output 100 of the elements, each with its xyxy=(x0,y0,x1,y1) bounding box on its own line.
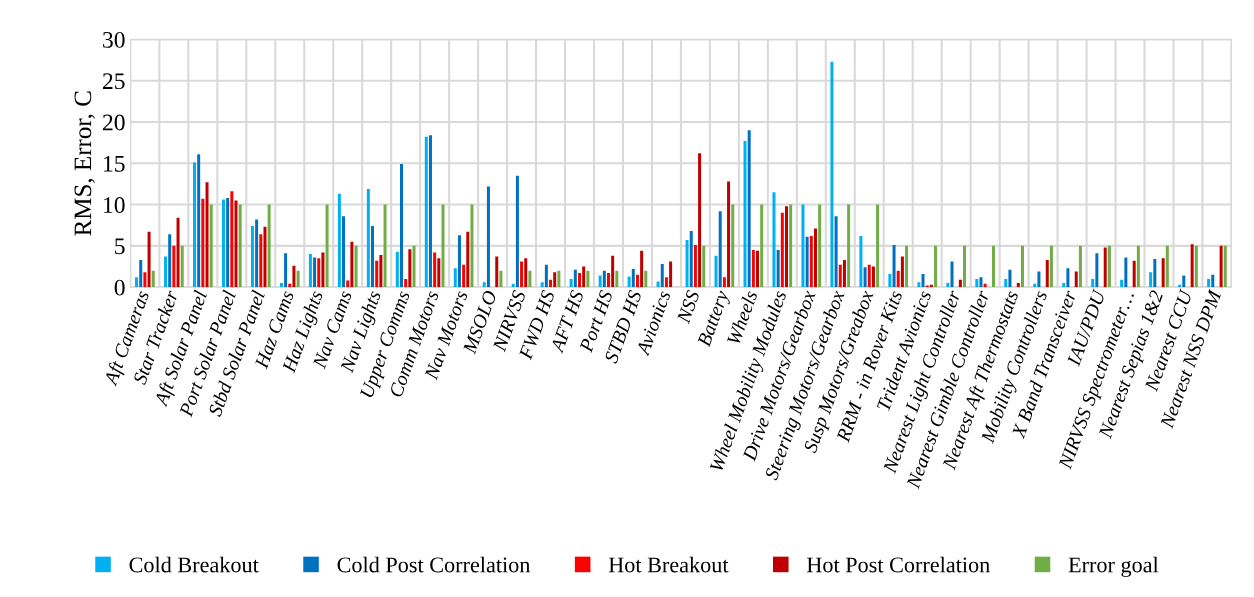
bar xyxy=(139,259,143,288)
bar xyxy=(842,259,846,288)
bar xyxy=(193,162,197,288)
bar xyxy=(424,136,428,288)
bar xyxy=(470,204,474,288)
y-tick-label: 30 xyxy=(103,31,125,48)
bar xyxy=(209,204,213,288)
bar xyxy=(747,130,751,288)
bar xyxy=(813,228,817,288)
bar xyxy=(379,254,383,288)
bar xyxy=(582,266,586,288)
bar xyxy=(515,175,519,288)
bar xyxy=(164,256,168,288)
bar xyxy=(1107,245,1111,288)
bar xyxy=(818,204,822,288)
bar xyxy=(375,260,379,288)
bar xyxy=(631,268,635,288)
bar xyxy=(847,204,851,288)
y-tick-label: 5 xyxy=(115,238,125,255)
bar xyxy=(627,276,631,288)
bar xyxy=(1066,268,1070,288)
bar xyxy=(640,250,644,288)
bar xyxy=(789,204,793,288)
x-tick-label: NSS xyxy=(676,289,700,325)
bar xyxy=(284,253,288,288)
bar xyxy=(453,268,457,288)
bar xyxy=(499,270,503,288)
bar xyxy=(921,273,925,288)
bar xyxy=(876,204,880,288)
bar xyxy=(1103,247,1107,288)
bar xyxy=(1045,259,1049,288)
bar xyxy=(325,204,329,288)
bar xyxy=(135,277,139,288)
bar xyxy=(234,200,238,288)
bar xyxy=(660,264,664,288)
bar xyxy=(238,204,242,288)
bar xyxy=(342,216,346,288)
bar xyxy=(772,192,776,288)
bar xyxy=(317,258,321,288)
bar xyxy=(979,277,983,288)
bar xyxy=(917,282,921,288)
y-tick-label: 20 xyxy=(102,114,125,131)
bar xyxy=(250,226,254,288)
bar xyxy=(867,264,871,288)
bar xyxy=(205,182,209,288)
bar xyxy=(586,270,590,288)
bar xyxy=(350,241,354,288)
bar xyxy=(1037,271,1041,288)
bar xyxy=(308,254,312,288)
bar xyxy=(801,204,805,288)
bar xyxy=(371,226,375,288)
bar xyxy=(1182,275,1186,288)
bar xyxy=(288,283,292,288)
bar xyxy=(176,217,180,288)
bar xyxy=(809,235,813,288)
bar xyxy=(230,191,234,288)
bar xyxy=(412,245,416,288)
bar xyxy=(1136,245,1140,288)
bar xyxy=(143,272,147,288)
bar xyxy=(524,258,528,288)
bar xyxy=(830,61,834,288)
bar xyxy=(756,250,760,288)
bar xyxy=(544,264,548,288)
bar xyxy=(172,245,176,288)
bar xyxy=(900,256,904,288)
bar xyxy=(221,199,225,288)
bar xyxy=(201,198,205,288)
bar xyxy=(337,193,341,288)
bar xyxy=(722,277,726,288)
bar xyxy=(404,278,408,288)
bar xyxy=(366,188,370,288)
bar xyxy=(1223,245,1227,288)
bar xyxy=(644,270,648,288)
bar xyxy=(975,278,979,288)
bar xyxy=(1004,278,1008,288)
bar xyxy=(1219,245,1223,288)
bar xyxy=(1091,278,1095,288)
bar xyxy=(859,235,863,288)
bar xyxy=(1016,283,1020,288)
bar xyxy=(946,283,950,288)
bar xyxy=(1149,272,1153,288)
bar xyxy=(428,135,432,288)
bar xyxy=(664,277,668,288)
bar xyxy=(615,270,619,288)
bar xyxy=(871,266,875,288)
bar xyxy=(296,270,300,288)
bar xyxy=(259,234,263,288)
bar xyxy=(698,153,702,288)
bar xyxy=(896,270,900,288)
bar xyxy=(441,204,445,288)
bar xyxy=(1194,245,1198,288)
bar xyxy=(486,186,490,288)
bar xyxy=(863,267,867,288)
bar xyxy=(511,283,515,288)
bar xyxy=(520,261,524,288)
bar xyxy=(905,245,909,288)
legend-label: Cold Post Correlation xyxy=(337,556,531,573)
bar xyxy=(602,270,606,288)
bar xyxy=(549,279,553,288)
y-tick-label: 25 xyxy=(102,73,125,90)
